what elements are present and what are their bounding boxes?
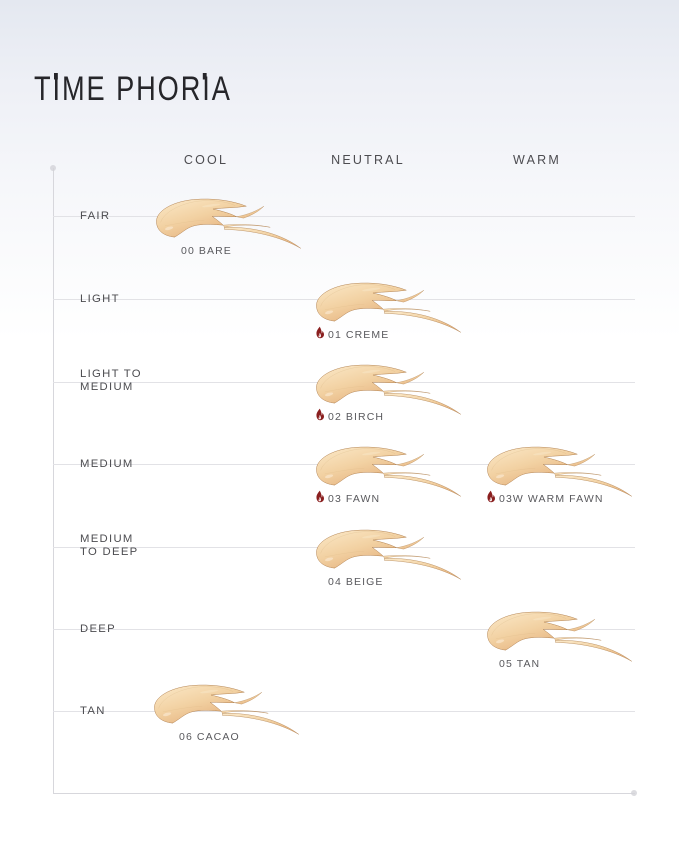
svg-text:TIME PHORIA: TIME PHORIA [34, 69, 232, 108]
